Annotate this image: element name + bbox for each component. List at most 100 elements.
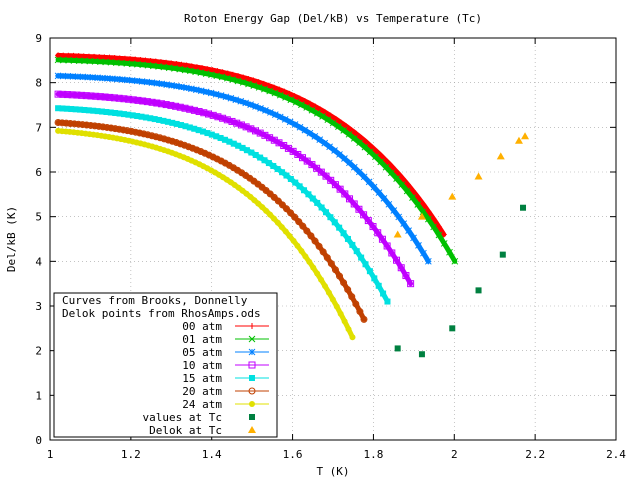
data-point — [331, 266, 339, 274]
data-point — [205, 110, 213, 118]
data-point — [425, 215, 432, 223]
data-point — [85, 107, 92, 114]
data-point — [257, 154, 264, 161]
y-tick-label: 2 — [35, 345, 42, 358]
data-point — [96, 93, 104, 101]
data-point — [322, 172, 330, 180]
data-point — [393, 175, 400, 182]
data-point — [303, 104, 311, 111]
data-point — [360, 315, 368, 323]
data-point — [171, 65, 178, 72]
data-point — [317, 106, 324, 113]
data-point — [257, 105, 264, 112]
data-point — [228, 117, 236, 125]
y-tick-label: 0 — [35, 434, 42, 447]
data-point — [222, 93, 230, 101]
data-point — [368, 143, 375, 150]
data-point — [247, 101, 254, 109]
series-00-atm — [55, 52, 447, 238]
data-point — [164, 136, 172, 144]
data-point — [349, 241, 356, 248]
data-point — [123, 127, 131, 135]
data-point — [306, 129, 314, 137]
data-point — [143, 98, 151, 106]
data-point — [111, 125, 119, 133]
data-point — [157, 100, 165, 108]
data-point — [99, 108, 106, 115]
data-point — [379, 153, 386, 160]
data-point — [208, 131, 215, 138]
data-point — [173, 82, 180, 90]
data-point — [85, 53, 92, 60]
data-point — [262, 106, 269, 114]
data-point — [229, 76, 236, 83]
data-point — [393, 230, 402, 238]
data-point — [60, 52, 67, 59]
data-point — [318, 276, 325, 283]
series-delok-at-tc — [393, 132, 530, 238]
legend-marker — [248, 335, 256, 343]
data-point — [335, 123, 342, 130]
data-point — [266, 134, 274, 142]
data-point — [405, 227, 412, 234]
data-point — [91, 122, 99, 130]
series-20-atm — [54, 119, 368, 323]
data-point — [185, 143, 193, 151]
data-point — [235, 142, 242, 149]
data-point — [164, 118, 171, 125]
data-point — [143, 78, 151, 86]
data-point — [336, 185, 344, 193]
data-point — [278, 201, 286, 209]
data-point — [237, 121, 245, 129]
data-point — [129, 112, 136, 119]
data-point — [415, 194, 422, 201]
data-point — [384, 298, 391, 305]
data-point — [312, 103, 319, 110]
data-point — [250, 77, 257, 84]
data-point — [62, 119, 70, 127]
data-point — [207, 89, 215, 97]
data-point — [69, 73, 77, 80]
data-point — [435, 231, 443, 239]
data-point — [138, 113, 145, 120]
data-point — [375, 189, 383, 196]
data-point — [60, 56, 67, 64]
data-point — [74, 120, 82, 128]
legend-header-line-1: Curves from Brooks, Donnelly — [62, 294, 248, 307]
data-point — [287, 96, 295, 104]
y-tick-label: 7 — [35, 121, 42, 134]
data-point — [274, 197, 282, 205]
data-point — [182, 123, 189, 130]
data-point — [119, 126, 127, 134]
data-point — [451, 257, 459, 265]
data-point — [227, 94, 235, 102]
data-point — [336, 272, 344, 280]
data-point — [125, 95, 133, 103]
data-point — [286, 118, 294, 126]
data-point — [377, 158, 385, 166]
data-point — [221, 159, 229, 167]
data-point — [214, 113, 222, 121]
data-point — [270, 162, 277, 169]
data-point — [147, 115, 154, 122]
data-point — [188, 85, 195, 93]
data-point — [54, 72, 62, 80]
data-point — [329, 296, 336, 303]
data-point — [245, 75, 252, 82]
data-point — [296, 183, 303, 190]
data-point — [66, 119, 74, 127]
data-point — [209, 111, 217, 119]
data-point — [160, 117, 167, 124]
legend-marker — [249, 323, 255, 329]
data-point — [70, 57, 78, 64]
data-point — [168, 81, 175, 89]
data-point — [278, 224, 285, 231]
data-point — [281, 88, 288, 95]
data-point — [404, 181, 411, 188]
data-point — [183, 62, 190, 69]
plot-frame — [49, 37, 617, 441]
data-point — [311, 132, 319, 140]
legend-label: 10 atm — [182, 359, 222, 372]
data-point — [298, 101, 305, 109]
data-point — [262, 186, 270, 194]
